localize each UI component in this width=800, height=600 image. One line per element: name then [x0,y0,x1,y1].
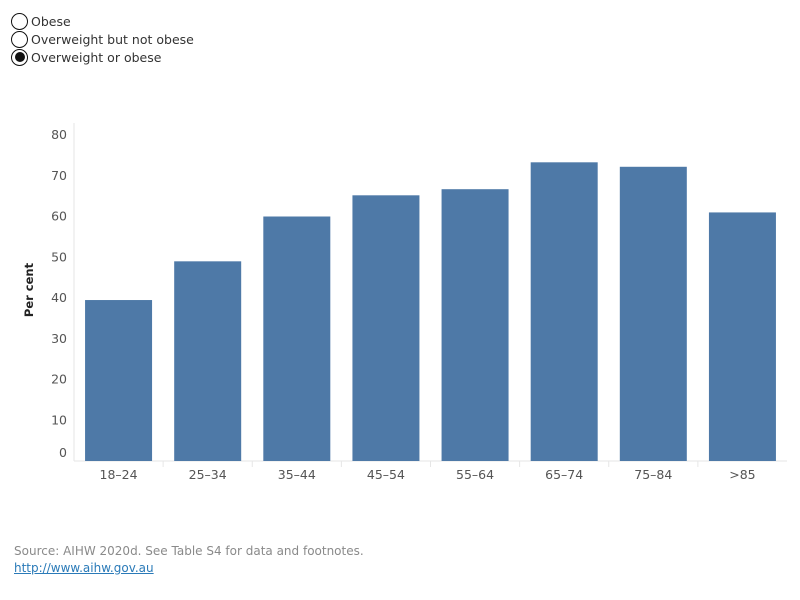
radio-button[interactable] [11,30,28,48]
bar[interactable] [174,261,242,461]
y-tick-label: 70 [51,168,67,183]
x-tick-label: 75–84 [634,467,672,482]
bar[interactable] [352,195,420,461]
x-tick-label: >85 [729,467,755,482]
x-tick-label: 45–54 [367,467,405,482]
radio-option-overweight-not-obese[interactable]: Overweight but not obese [11,30,194,48]
radio-option-overweight-or-obese[interactable]: Overweight or obese [11,48,194,66]
y-axis-title: Per cent [22,262,36,317]
x-tick-label: 18–24 [100,467,138,482]
x-tick-label: 25–34 [189,467,227,482]
footer: Source: AIHW 2020d. See Table S4 for dat… [14,543,364,577]
radio-label: Overweight or obese [31,49,162,65]
y-tick-label: 30 [51,331,67,346]
bar-chart: 0 10 20 30 40 50 60 70 80 18–24 25–34 35–44 45–54 55–… [22,123,787,482]
bar[interactable] [441,189,509,461]
x-tick-label: 35–44 [278,467,316,482]
radio-label: Overweight but not obese [31,31,194,47]
radio-button[interactable] [11,12,28,30]
bar[interactable] [85,300,153,461]
measure-filter: Obese Overweight but not obese Overweigh… [11,12,194,66]
y-tick-label: 50 [51,249,67,264]
source-link[interactable]: http://www.aihw.gov.au [14,561,154,575]
x-tick-label: 55–64 [456,467,494,482]
y-tick-label: 10 [51,412,67,427]
bar[interactable] [708,212,776,461]
bar[interactable] [530,162,598,462]
bar[interactable] [263,216,331,462]
x-tick-label: 65–74 [545,467,583,482]
bar[interactable] [619,166,687,461]
radio-dot [14,52,25,62]
radio-button[interactable] [11,48,28,66]
radio-label: Obese [31,13,71,29]
y-tick-label: 20 [51,372,67,387]
source-note: Source: AIHW 2020d. See Table S4 for dat… [14,544,364,558]
radio-option-obese[interactable]: Obese [11,12,194,30]
y-tick-label: 60 [51,209,67,224]
y-tick-label: 40 [51,290,67,305]
y-tick-label: 80 [51,127,67,142]
y-tick-label: 0 [59,445,67,460]
